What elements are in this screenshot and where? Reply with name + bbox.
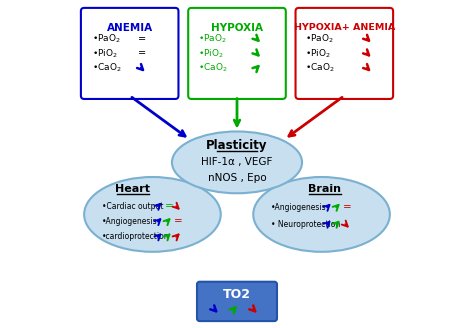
Text: Plasticity: Plasticity	[206, 139, 268, 152]
Text: •PiO$_2$: •PiO$_2$	[198, 47, 224, 60]
Text: =: =	[138, 34, 146, 44]
Text: =: =	[174, 216, 182, 227]
Text: ANEMIA: ANEMIA	[107, 23, 153, 32]
FancyBboxPatch shape	[81, 8, 178, 99]
Ellipse shape	[84, 177, 221, 252]
Text: Heart: Heart	[116, 184, 150, 194]
Text: HYPOXIA+ ANEMIA: HYPOXIA+ ANEMIA	[294, 23, 395, 31]
FancyBboxPatch shape	[296, 8, 393, 99]
Ellipse shape	[172, 132, 302, 193]
Text: •PaO$_2$: •PaO$_2$	[198, 32, 227, 45]
Text: •CaO$_2$: •CaO$_2$	[305, 62, 335, 74]
Text: •Angiogenesis: •Angiogenesis	[102, 217, 158, 226]
Text: • Neuroprotection: • Neuroprotection	[271, 220, 340, 229]
Text: •PaO$_2$: •PaO$_2$	[92, 32, 121, 45]
FancyBboxPatch shape	[197, 282, 277, 321]
Text: HYPOXIA: HYPOXIA	[211, 23, 263, 32]
Text: •Angiogenesis: •Angiogenesis	[271, 203, 327, 212]
Text: =: =	[164, 201, 173, 211]
Text: nNOS , Epo: nNOS , Epo	[208, 173, 266, 183]
Text: =: =	[138, 49, 146, 58]
Text: =: =	[343, 202, 352, 212]
Text: •PiO$_2$: •PiO$_2$	[305, 47, 331, 60]
Text: •Cardiac output: •Cardiac output	[102, 202, 164, 211]
Text: •PaO$_2$: •PaO$_2$	[305, 32, 334, 45]
Ellipse shape	[253, 177, 390, 252]
Text: •CaO$_2$: •CaO$_2$	[198, 62, 228, 74]
Text: Brain: Brain	[308, 184, 341, 194]
Text: HIF-1α , VEGF: HIF-1α , VEGF	[201, 157, 273, 167]
Text: •CaO$_2$: •CaO$_2$	[92, 62, 122, 74]
Text: •cardioprotection: •cardioprotection	[102, 232, 170, 241]
Text: •PiO$_2$: •PiO$_2$	[92, 47, 118, 60]
Text: TO2: TO2	[223, 288, 251, 301]
FancyBboxPatch shape	[188, 8, 286, 99]
